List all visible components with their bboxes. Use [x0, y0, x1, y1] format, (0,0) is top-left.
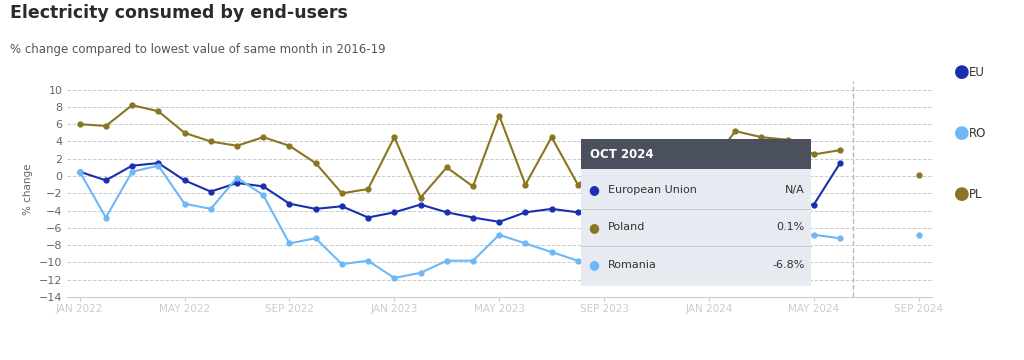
Text: N/A: N/A [784, 185, 805, 195]
Text: ●: ● [954, 185, 970, 203]
Text: Electricity consumed by end-users: Electricity consumed by end-users [10, 4, 348, 22]
Text: % change compared to lowest value of same month in 2016-19: % change compared to lowest value of sam… [10, 43, 386, 56]
Text: ●: ● [954, 63, 970, 81]
Y-axis label: % change: % change [24, 163, 34, 215]
Text: OCT 2024: OCT 2024 [590, 148, 653, 161]
Text: PL: PL [969, 188, 982, 201]
Text: RO: RO [969, 127, 986, 140]
Text: Poland: Poland [608, 222, 645, 233]
Text: ●: ● [954, 124, 970, 142]
Text: ●: ● [589, 221, 599, 234]
Text: Romania: Romania [608, 260, 657, 270]
Text: European Union: European Union [608, 185, 697, 195]
Text: ●: ● [589, 183, 599, 196]
Text: ●: ● [589, 258, 599, 271]
Text: -6.8%: -6.8% [772, 260, 805, 270]
Text: 0.1%: 0.1% [776, 222, 805, 233]
Text: EU: EU [969, 66, 985, 78]
